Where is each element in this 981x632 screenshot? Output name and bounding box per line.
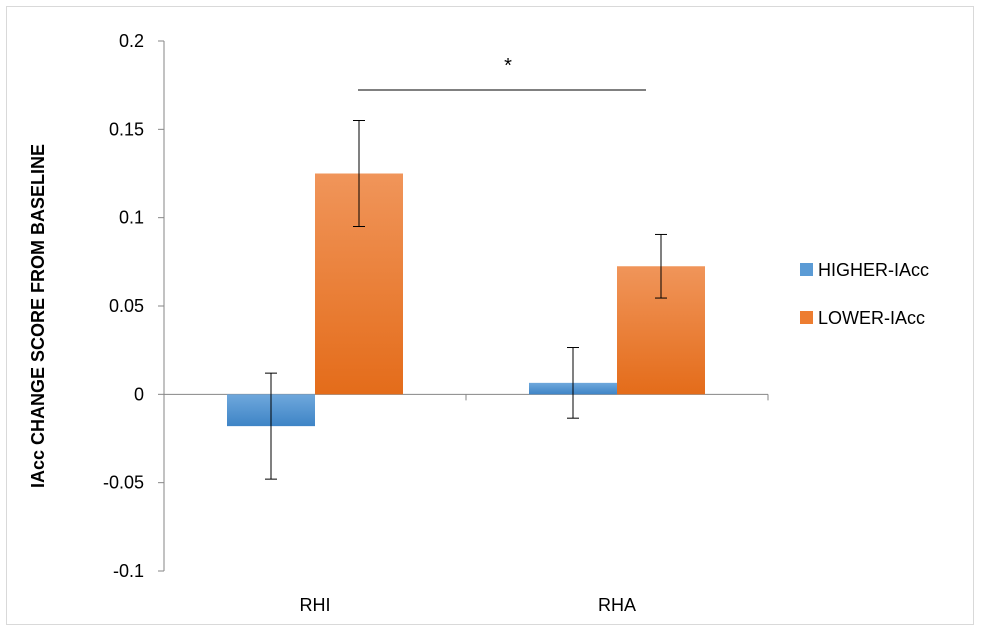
y-tick-label: -0.1 (113, 561, 144, 581)
error-bars (265, 120, 667, 480)
y-tick-label: 0.2 (119, 31, 144, 51)
legend-label-higher-iacc: HIGHER-IAcc (818, 260, 929, 280)
legend-label-lower-iacc: LOWER-IAcc (818, 308, 925, 328)
y-tick-label: -0.05 (103, 473, 144, 493)
error-bar-lower-iacc-rha (655, 233, 667, 299)
y-axis-label: IAcc CHANGE SCORE FROM BASELINE (28, 144, 48, 488)
error-bar-higher-iacc-rha (567, 347, 579, 419)
legend: HIGHER-IAcc LOWER-IAcc (800, 260, 929, 328)
y-tick-label: 0.15 (109, 119, 144, 139)
error-bar-lower-iacc-rhi (353, 120, 365, 227)
x-tick-labels: RHI RHA (163, 394, 769, 615)
y-tick-label: 0.1 (119, 208, 144, 228)
significance-marker: * (358, 55, 646, 91)
x-tick-label-rha: RHA (598, 595, 636, 615)
bars (227, 173, 705, 427)
error-bar-higher-iacc-rhi (265, 372, 277, 480)
significance-asterisk: * (504, 55, 512, 77)
y-tick-labels: -0.1 -0.05 0 0.05 0.1 0.15 0.2 (103, 31, 164, 581)
legend-swatch-higher-iacc (800, 263, 813, 276)
legend-swatch-lower-iacc (800, 311, 813, 324)
y-tick-label: 0.05 (109, 296, 144, 316)
x-tick-label-rhi: RHI (300, 595, 331, 615)
y-tick-label: 0 (134, 384, 144, 404)
